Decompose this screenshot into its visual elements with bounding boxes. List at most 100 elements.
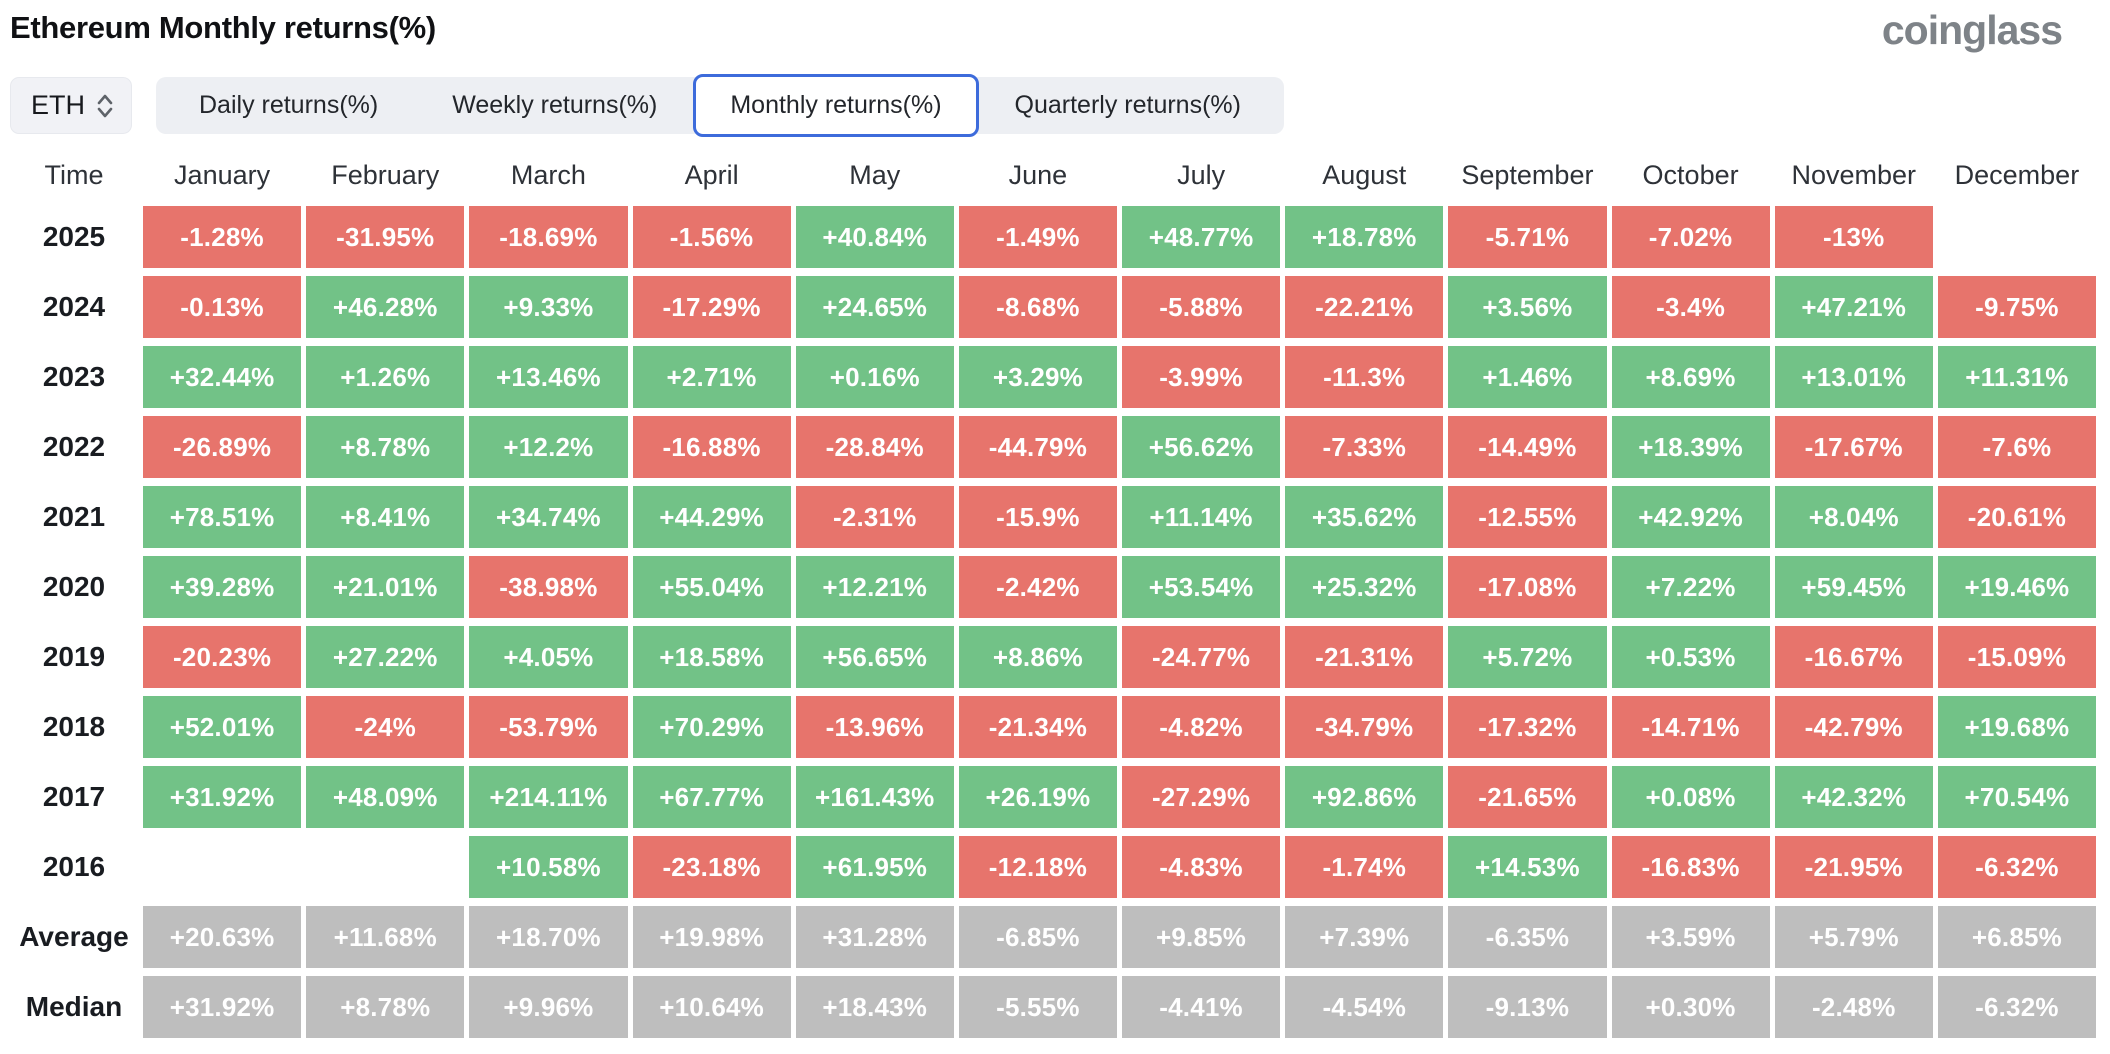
cell-2017-august: +92.86%	[1285, 766, 1444, 828]
row-label-2016: 2016	[42, 851, 106, 882]
cell-2020-march: -38.98%	[469, 556, 628, 618]
cell-2019-november: -16.67%	[1774, 626, 1933, 688]
cell-average-july: +9.85%	[1122, 906, 1281, 968]
cell-average-january: +20.63%	[143, 906, 302, 968]
cell-2021-december: -20.61%	[1937, 486, 2096, 548]
cell-2019-march: +4.05%	[469, 626, 628, 688]
cell-2023-october: +8.69%	[1611, 346, 1770, 408]
cell-2016-february	[306, 836, 464, 898]
cell-average-october: +3.59%	[1611, 906, 1770, 968]
tab-monthly-returns[interactable]: Monthly returns(%)	[693, 74, 979, 137]
cell-2023-january: +32.44%	[143, 346, 302, 408]
cell-2024-january: -0.13%	[143, 276, 302, 338]
col-header-september: September	[1461, 159, 1594, 190]
cell-2021-august: +35.62%	[1285, 486, 1444, 548]
cell-2020-december: +19.46%	[1937, 556, 2096, 618]
cell-2025-december	[1938, 206, 2096, 268]
cell-2018-january: +52.01%	[143, 696, 302, 758]
cell-2019-june: +8.86%	[958, 626, 1117, 688]
cell-2022-february: +8.78%	[306, 416, 465, 478]
row-label-2022: 2022	[42, 431, 106, 462]
cell-2025-june: -1.49%	[958, 206, 1117, 268]
tab-quarterly-returns[interactable]: Quarterly returns(%)	[978, 77, 1278, 134]
cell-2024-december: -9.75%	[1937, 276, 2096, 338]
cell-2025-february: -31.95%	[306, 206, 465, 268]
cell-2019-august: -21.31%	[1285, 626, 1444, 688]
row-label-2018: 2018	[42, 711, 106, 742]
cell-2019-may: +56.65%	[795, 626, 954, 688]
cell-median-february: +8.78%	[306, 976, 465, 1038]
cell-2023-november: +13.01%	[1774, 346, 1933, 408]
tab-weekly-returns[interactable]: Weekly returns(%)	[415, 77, 694, 134]
cell-2024-november: +47.21%	[1774, 276, 1933, 338]
cell-2022-september: -14.49%	[1448, 416, 1607, 478]
symbol-label: ETH	[31, 90, 85, 120]
col-header-november: November	[1791, 159, 1917, 190]
cell-2024-august: -22.21%	[1285, 276, 1444, 338]
cell-2016-may: +61.95%	[795, 836, 954, 898]
cell-2025-march: -18.69%	[469, 206, 628, 268]
cell-2020-february: +21.01%	[306, 556, 465, 618]
cell-2021-april: +44.29%	[632, 486, 791, 548]
cell-2023-august: -11.3%	[1285, 346, 1444, 408]
coinglass-logo: coinglass	[1881, 7, 2063, 53]
page-title: Ethereum Monthly returns(%)	[10, 10, 436, 45]
cell-2019-january: -20.23%	[143, 626, 302, 688]
cell-2018-may: -13.96%	[795, 696, 954, 758]
cell-2020-october: +7.22%	[1611, 556, 1770, 618]
cell-2018-march: -53.79%	[469, 696, 628, 758]
cell-median-june: -5.55%	[958, 976, 1117, 1038]
cell-2025-may: +40.84%	[795, 206, 954, 268]
cell-average-september: -6.35%	[1448, 906, 1607, 968]
cell-2018-june: -21.34%	[958, 696, 1117, 758]
cell-2024-march: +9.33%	[469, 276, 628, 338]
cell-2023-february: +1.26%	[306, 346, 465, 408]
cell-2022-august: -7.33%	[1285, 416, 1444, 478]
cell-2021-february: +8.41%	[306, 486, 465, 548]
col-header-july: July	[1177, 159, 1226, 190]
cell-2025-november: -13%	[1774, 206, 1933, 268]
tab-bar: Daily returns(%) Weekly returns(%) Monthly…	[156, 74, 1284, 137]
cell-2025-september: -5.71%	[1448, 206, 1607, 268]
cell-average-november: +5.79%	[1774, 906, 1933, 968]
cell-2016-march: +10.58%	[469, 836, 628, 898]
returns-table: Time January February March April May June July…	[10, 152, 2096, 1038]
row-label-2023: 2023	[42, 361, 106, 392]
row-label-2020: 2020	[42, 571, 106, 602]
row-label-2024: 2024	[42, 291, 106, 322]
col-header-june: June	[1008, 159, 1068, 190]
cell-2022-november: -17.67%	[1774, 416, 1933, 478]
cell-2018-october: -14.71%	[1611, 696, 1770, 758]
cell-2020-november: +59.45%	[1774, 556, 1933, 618]
cell-2022-june: -44.79%	[958, 416, 1117, 478]
cell-2025-october: -7.02%	[1611, 206, 1770, 268]
cell-2017-january: +31.92%	[143, 766, 302, 828]
cell-average-august: +7.39%	[1285, 906, 1444, 968]
cell-2018-july: -4.82%	[1122, 696, 1281, 758]
cell-2021-january: +78.51%	[143, 486, 302, 548]
cell-2023-march: +13.46%	[469, 346, 628, 408]
col-header-time: Time	[44, 159, 104, 190]
cell-2021-september: -12.55%	[1448, 486, 1607, 548]
top-bar: Ethereum Monthly returns(%) coinglass	[10, 6, 2096, 51]
cell-average-june: -6.85%	[958, 906, 1117, 968]
col-header-january: January	[174, 159, 271, 190]
tab-daily-returns[interactable]: Daily returns(%)	[162, 77, 415, 134]
symbol-select[interactable]: ETH	[10, 77, 132, 134]
controls-row: ETH Daily returns(%) Weekly returns(%) Mon…	[10, 74, 2096, 137]
cell-2016-august: -1.74%	[1285, 836, 1444, 898]
cell-2023-september: +1.46%	[1448, 346, 1607, 408]
cell-2025-august: +18.78%	[1285, 206, 1444, 268]
cell-2016-september: +14.53%	[1448, 836, 1607, 898]
cell-2021-june: -15.9%	[958, 486, 1117, 548]
col-header-august: August	[1322, 159, 1407, 190]
cell-2017-may: +161.43%	[795, 766, 954, 828]
cell-2019-october: +0.53%	[1611, 626, 1770, 688]
cell-2016-november: -21.95%	[1774, 836, 1933, 898]
cell-2018-august: -34.79%	[1285, 696, 1444, 758]
cell-2024-september: +3.56%	[1448, 276, 1607, 338]
cell-2024-february: +46.28%	[306, 276, 465, 338]
cell-2025-july: +48.77%	[1122, 206, 1281, 268]
cell-2018-february: -24%	[306, 696, 465, 758]
row-label-2025: 2025	[42, 221, 106, 252]
